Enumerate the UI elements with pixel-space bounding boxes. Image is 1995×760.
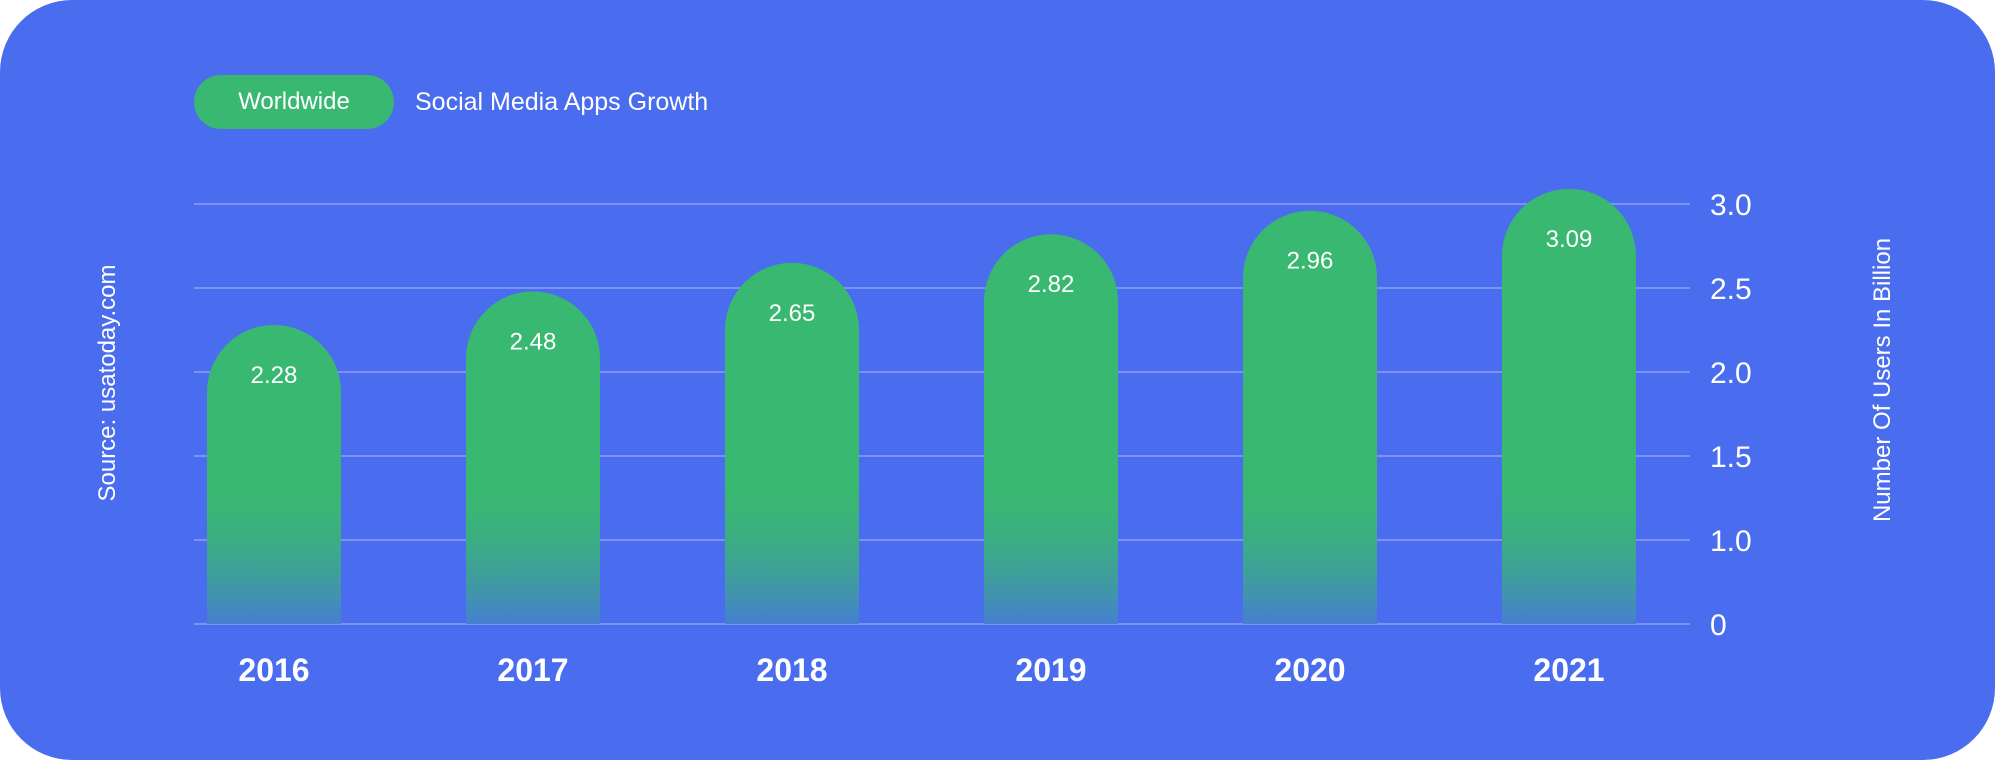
- x-tick-label: 2019: [1015, 652, 1086, 688]
- bar-fade: [207, 474, 341, 624]
- data-label: 3.09: [1546, 226, 1593, 253]
- data-label: 2.65: [769, 300, 816, 327]
- y-tick-label: 1.0: [1710, 525, 1752, 558]
- y-tick-label: 0: [1710, 609, 1727, 642]
- x-tick-label: 2017: [497, 652, 568, 688]
- bar-fade: [1502, 474, 1636, 624]
- bar-fade: [1243, 474, 1377, 624]
- data-label: 2.96: [1287, 248, 1334, 275]
- x-tick-label: 2016: [238, 652, 309, 688]
- y-tick-label: 2.0: [1710, 357, 1752, 390]
- data-label: 2.82: [1028, 271, 1075, 298]
- data-label: 2.48: [510, 328, 557, 355]
- x-tick-label: 2021: [1533, 652, 1604, 688]
- bar-fade: [725, 474, 859, 624]
- x-tick-label: 2020: [1274, 652, 1345, 688]
- chart-title: Social Media Apps Growth: [415, 88, 709, 116]
- y-tick-label: 2.5: [1710, 273, 1752, 306]
- y-tick-label: 3.0: [1710, 189, 1752, 222]
- y-tick-label: 1.5: [1710, 441, 1752, 474]
- region-badge: Worldwide: [194, 75, 394, 129]
- bar-fade: [984, 474, 1118, 624]
- x-tick-label: 2018: [756, 652, 827, 688]
- data-label: 2.28: [251, 362, 298, 389]
- bar-fade: [466, 474, 600, 624]
